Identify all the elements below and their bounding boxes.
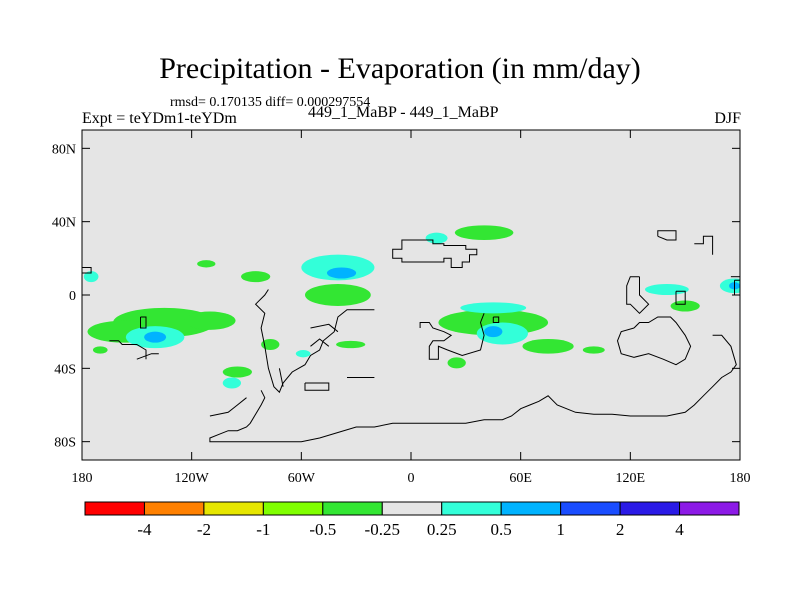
x-tick-label: 60E (509, 471, 532, 486)
colorbar-swatch (500, 501, 562, 516)
contour-region-16 (301, 254, 375, 281)
coastline-14 (310, 338, 330, 347)
colorbar-swatch (381, 501, 443, 516)
coastlines (82, 230, 740, 443)
y-tick-label: 40S (54, 362, 76, 377)
coastline-15 (492, 316, 500, 323)
x-tick-label: 120W (175, 471, 210, 486)
contour-region-1 (184, 311, 236, 330)
colorbar-swatch (322, 501, 383, 516)
colorbar-swatch (560, 501, 621, 516)
colorbar-label: -4 (137, 520, 152, 539)
contour-region-10 (222, 366, 252, 378)
contour-region-22 (222, 377, 242, 389)
x-tick-label: 180 (730, 471, 751, 486)
coastline-6 (140, 316, 147, 329)
comparison-label: 449_1_MaBP - 449_1_MaBP (308, 104, 499, 121)
contour-region-14 (336, 340, 366, 349)
contour-region-24 (425, 232, 448, 244)
season-label: DJF (714, 110, 741, 127)
coastline-4 (209, 334, 737, 443)
coastline-7 (109, 340, 147, 360)
contour-region-28 (484, 326, 503, 338)
colorbar-label: 2 (616, 520, 625, 539)
colorbar-swatch (679, 501, 740, 516)
contour-region-2 (304, 284, 371, 306)
colorbar-swatch (619, 501, 681, 516)
colorbar-label: 0.25 (427, 520, 457, 539)
coastline-9 (209, 397, 247, 417)
contour-region-19 (460, 302, 527, 314)
coastline-20 (675, 290, 686, 305)
coastline-3 (616, 316, 692, 366)
contour-region-20 (644, 284, 689, 295)
y-tick-label: 80N (52, 142, 76, 157)
colorbar-swatch (84, 501, 145, 516)
x-tick-label: 120E (616, 471, 646, 486)
coastline-11 (304, 382, 330, 391)
y-tick-label: 40N (52, 216, 76, 231)
axis-ticks: 180 120W 60W 0 60E 120E 180 80N 40N 0 40S 80S (52, 130, 751, 486)
colorbar-label: -0.5 (309, 520, 336, 539)
coastline-5 (82, 267, 92, 274)
map-background (82, 130, 740, 460)
coastline-0 (392, 239, 478, 268)
experiment-label: Expt = teYDm1-teYDm (82, 110, 237, 127)
contour-region-25 (295, 350, 311, 358)
colorbar-label: -1 (256, 520, 270, 539)
contour-region-7 (197, 260, 216, 268)
colorbar-swatch (441, 501, 502, 516)
contour-region-8 (241, 271, 271, 283)
coastline-21 (734, 279, 740, 296)
x-tick-label: 60W (288, 471, 316, 486)
colorbar-swatch (262, 501, 324, 516)
contour-region-4 (522, 339, 574, 354)
contour-region-23 (83, 271, 99, 283)
contour-region-18 (476, 322, 528, 345)
chart-title: Precipitation - Evaporation (in mm/day) (159, 52, 641, 85)
contour-region-13 (582, 346, 605, 354)
coastline-8 (136, 353, 159, 360)
colorbar-label: 4 (675, 520, 684, 539)
colorbar-swatch (143, 501, 205, 516)
colorbar-swatch (203, 501, 264, 516)
contour-region-26 (326, 267, 357, 279)
coastline-16 (657, 230, 677, 241)
contour-region-12 (670, 300, 700, 312)
x-tick-label: 180 (72, 471, 93, 486)
colorbar-label: 1 (556, 520, 565, 539)
coastline-2 (419, 313, 485, 360)
colorbar: -4 -2 -1 -0.5 -0.25 0.25 0.5 1 2 4 (84, 501, 740, 539)
x-tick-label: 0 (408, 471, 415, 486)
contour-region-9 (261, 339, 280, 350)
contour-region-15 (92, 346, 108, 354)
coastline-19 (626, 276, 650, 315)
contour-region-5 (454, 225, 514, 241)
chart-subtitle: rmsd= 0.170135 diff= 0.000297554 (170, 95, 371, 110)
contour-region-27 (144, 331, 167, 343)
y-tick-label: 80S (54, 436, 76, 451)
coastline-13 (310, 323, 339, 333)
colorbar-label: -0.25 (365, 520, 400, 539)
coastline-10 (278, 368, 284, 387)
contour-region-11 (447, 357, 466, 369)
colorbar-label: -2 (197, 520, 211, 539)
contour-regions (83, 225, 740, 389)
coastline-17 (694, 235, 714, 255)
y-tick-label: 0 (69, 289, 76, 304)
coastline-1 (254, 289, 375, 394)
colorbar-label: 0.5 (491, 520, 512, 539)
